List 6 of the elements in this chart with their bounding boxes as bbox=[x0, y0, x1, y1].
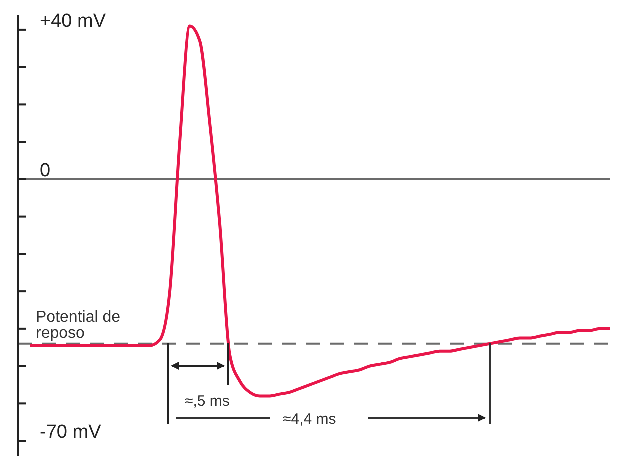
y-tick-label: -70 mV bbox=[40, 422, 102, 444]
y-tick-label: 0 bbox=[40, 160, 51, 182]
y-tick-label: +40 mV bbox=[40, 10, 106, 32]
annotation: ≈4,4 ms bbox=[283, 411, 336, 428]
annotation: ≈,5 ms bbox=[185, 393, 230, 410]
ref-line-label: Potential de reposo bbox=[36, 308, 121, 342]
